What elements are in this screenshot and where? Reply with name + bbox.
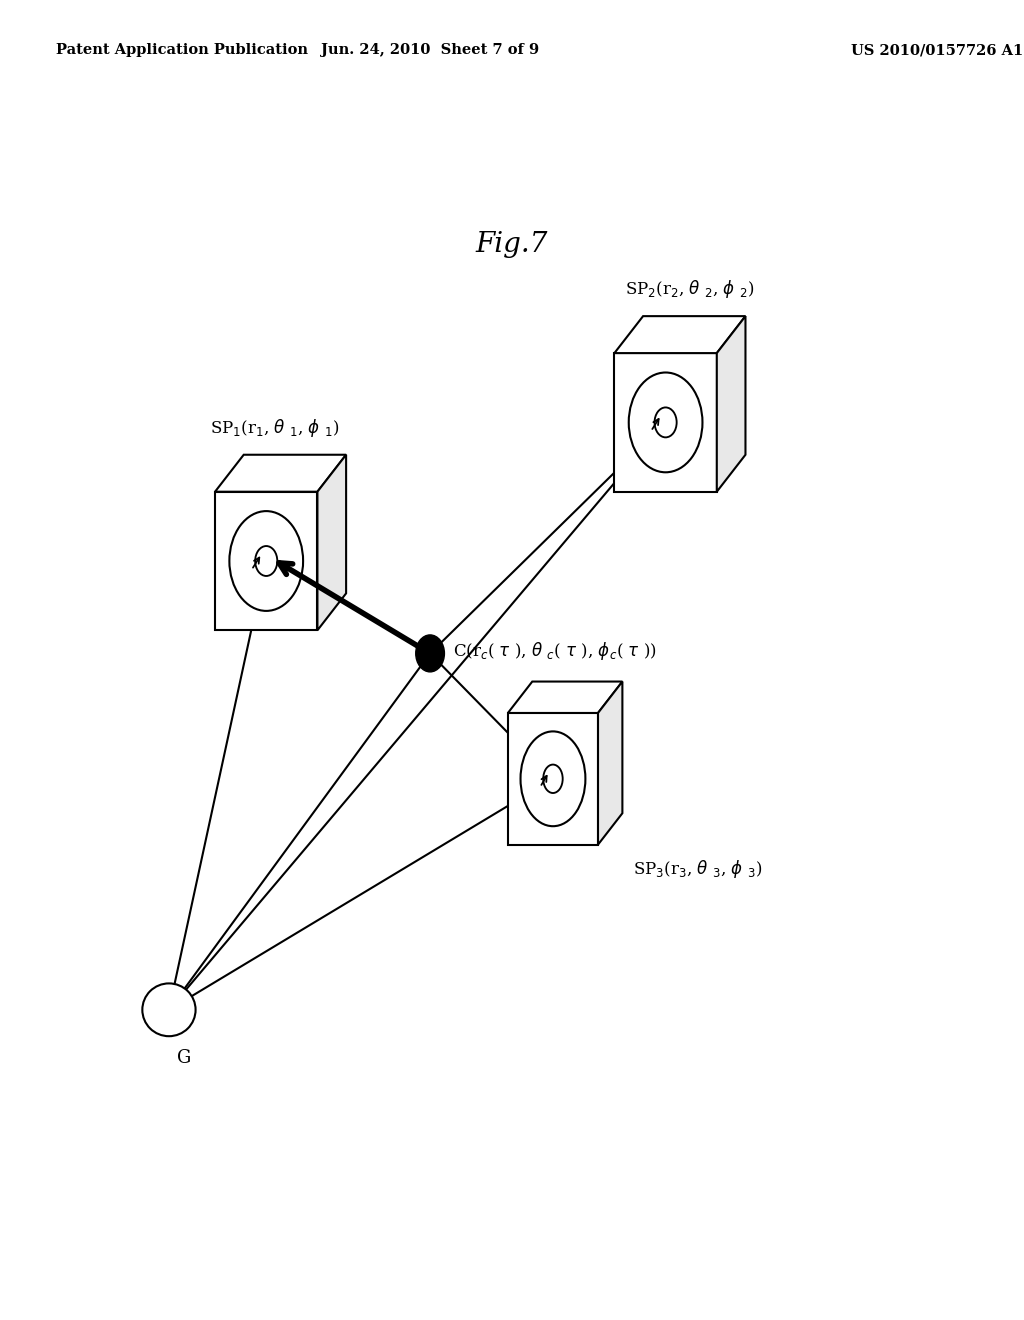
Polygon shape <box>717 315 745 491</box>
Text: SP$_1$(r$_1$, $\theta$ $_{1}$, $\phi$ $_{1}$): SP$_1$(r$_1$, $\theta$ $_{1}$, $\phi$ $_… <box>210 417 339 438</box>
Polygon shape <box>508 681 623 713</box>
Polygon shape <box>614 315 745 352</box>
Ellipse shape <box>255 546 278 576</box>
Polygon shape <box>317 454 346 631</box>
Text: G: G <box>177 1049 191 1068</box>
Ellipse shape <box>629 372 702 473</box>
Text: US 2010/0157726 A1: US 2010/0157726 A1 <box>851 44 1023 57</box>
Ellipse shape <box>520 731 586 826</box>
Polygon shape <box>598 681 623 845</box>
Ellipse shape <box>229 511 303 611</box>
Text: C(r$_c$( $\tau$ ), $\theta$ $_c$( $\tau$ ), $\phi$$_c$( $\tau$ )): C(r$_c$( $\tau$ ), $\theta$ $_c$( $\tau$… <box>453 640 656 661</box>
Text: Jun. 24, 2010  Sheet 7 of 9: Jun. 24, 2010 Sheet 7 of 9 <box>321 44 540 57</box>
Ellipse shape <box>142 983 196 1036</box>
Text: Fig.7: Fig.7 <box>476 231 548 257</box>
Polygon shape <box>215 492 317 631</box>
Text: SP$_2$(r$_2$, $\theta$ $_{2}$, $\phi$ $_{2}$): SP$_2$(r$_2$, $\theta$ $_{2}$, $\phi$ $_… <box>625 279 754 300</box>
Polygon shape <box>614 352 717 491</box>
Polygon shape <box>215 454 346 492</box>
Text: SP$_3$(r$_3$, $\theta$ $_{3}$, $\phi$ $_{3}$): SP$_3$(r$_3$, $\theta$ $_{3}$, $\phi$ $_… <box>633 858 762 880</box>
Ellipse shape <box>543 764 563 793</box>
Circle shape <box>416 635 444 672</box>
Polygon shape <box>508 713 598 845</box>
Text: Patent Application Publication: Patent Application Publication <box>56 44 308 57</box>
Ellipse shape <box>654 408 677 437</box>
